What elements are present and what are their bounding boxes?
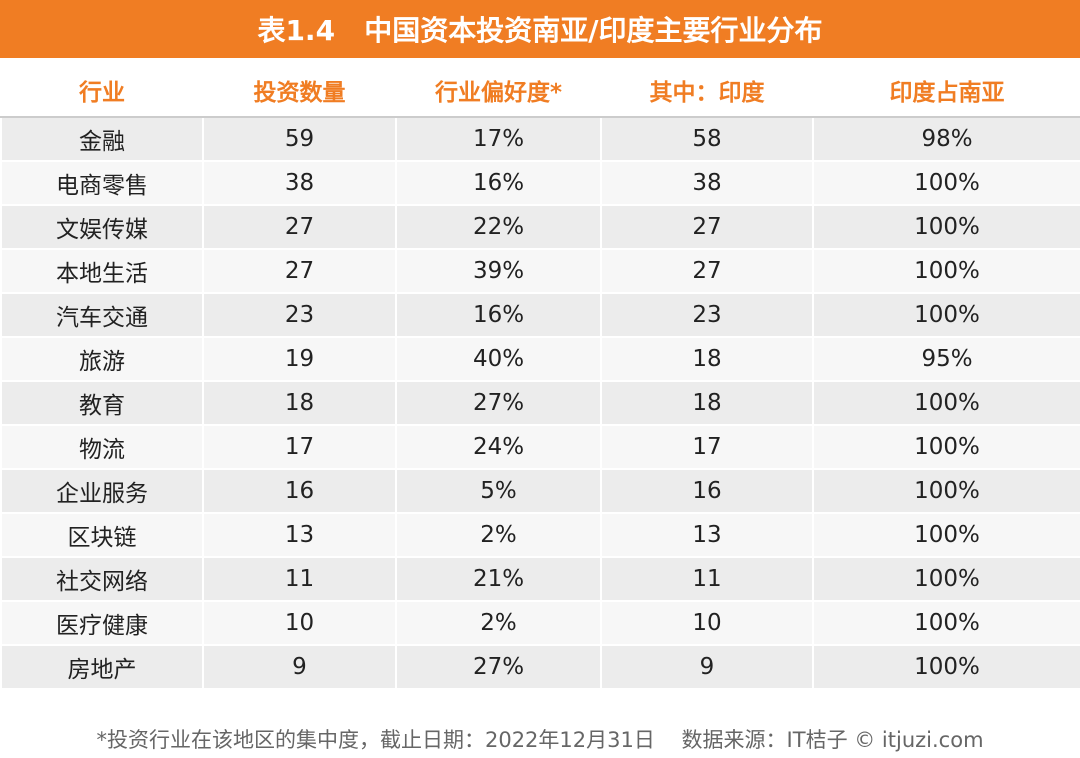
table-cell: 27 [600, 204, 814, 250]
header-row: 行业 投资数量 行业偏好度* 其中：印度 印度占南亚 [0, 62, 1080, 118]
table-cell: 17 [600, 424, 814, 470]
table-cell: 40% [395, 336, 602, 382]
table-cell: 22% [395, 204, 602, 250]
table-cell: 文娱传媒 [0, 204, 204, 250]
table-cell: 旅游 [0, 336, 204, 382]
table-cell: 100% [812, 512, 1080, 558]
table-cell: 27% [395, 644, 602, 690]
table-row: 物流 17 24% 17 100% [0, 424, 1080, 470]
table-cell: 100% [812, 600, 1080, 646]
table-cell: 58 [600, 116, 814, 162]
table-cell: 2% [395, 600, 602, 646]
table-cell: 区块链 [0, 512, 204, 558]
table-cell: 27 [600, 248, 814, 294]
table-cell: 11 [202, 556, 397, 602]
column-header: 行业 [0, 62, 204, 118]
table-cell: 100% [812, 556, 1080, 602]
table-cell: 27% [395, 380, 602, 426]
table-cell: 2% [395, 512, 602, 558]
table-cell: 27 [202, 248, 397, 294]
table-cell: 100% [812, 380, 1080, 426]
table-cell: 17% [395, 116, 602, 162]
table-row: 医疗健康 10 2% 10 100% [0, 600, 1080, 646]
table-cell: 16 [202, 468, 397, 514]
table-cell: 16% [395, 292, 602, 338]
table-cell: 100% [812, 644, 1080, 690]
table-cell: 房地产 [0, 644, 204, 690]
table-cell: 98% [812, 116, 1080, 162]
table-cell: 38 [202, 160, 397, 206]
table-cell: 本地生活 [0, 248, 204, 294]
table-cell: 39% [395, 248, 602, 294]
table-cell: 21% [395, 556, 602, 602]
table-cell: 教育 [0, 380, 204, 426]
table-cell: 100% [812, 468, 1080, 514]
table-cell: 23 [202, 292, 397, 338]
table-cell: 社交网络 [0, 556, 204, 602]
table-cell: 100% [812, 160, 1080, 206]
table-row: 本地生活 27 39% 27 100% [0, 248, 1080, 294]
table-cell: 汽车交通 [0, 292, 204, 338]
table-cell: 18 [600, 380, 814, 426]
table-title: 表1.4 中国资本投资南亚/印度主要行业分布 [0, 0, 1080, 62]
table-cell: 电商零售 [0, 160, 204, 206]
column-header: 其中：印度 [600, 62, 814, 118]
column-header: 投资数量 [202, 62, 397, 118]
table-cell: 59 [202, 116, 397, 162]
table-cell: 27 [202, 204, 397, 250]
table-cell: 13 [202, 512, 397, 558]
table-cell: 18 [202, 380, 397, 426]
table-row: 汽车交通 23 16% 23 100% [0, 292, 1080, 338]
table-row: 企业服务 16 5% 16 100% [0, 468, 1080, 514]
table-cell: 19 [202, 336, 397, 382]
table-cell: 38 [600, 160, 814, 206]
table-row: 区块链 13 2% 13 100% [0, 512, 1080, 558]
table-cell: 16% [395, 160, 602, 206]
table-row: 电商零售 38 16% 38 100% [0, 160, 1080, 206]
table-cell: 100% [812, 424, 1080, 470]
column-header: 行业偏好度* [395, 62, 602, 118]
table-cell: 物流 [0, 424, 204, 470]
table-row: 文娱传媒 27 22% 27 100% [0, 204, 1080, 250]
footnote: *投资行业在该地区的集中度，截止日期：2022年12月31日 数据来源：IT桔子… [96, 728, 984, 752]
table-row: 旅游 19 40% 18 95% [0, 336, 1080, 382]
table-row: 教育 18 27% 18 100% [0, 380, 1080, 426]
table-cell: 9 [600, 644, 814, 690]
data-table: 行业 投资数量 行业偏好度* 其中：印度 印度占南亚 金融 59 17% 58 98% 电商零售 3… [0, 62, 1080, 690]
table-cell: 9 [202, 644, 397, 690]
table-cell: 医疗健康 [0, 600, 204, 646]
table-cell: 18 [600, 336, 814, 382]
table-cell: 10 [202, 600, 397, 646]
column-header: 印度占南亚 [812, 62, 1080, 118]
table-row: 社交网络 11 21% 11 100% [0, 556, 1080, 602]
table-cell: 13 [600, 512, 814, 558]
table-cell: 100% [812, 292, 1080, 338]
table-row: 房地产 9 27% 9 100% [0, 644, 1080, 690]
table-cell: 企业服务 [0, 468, 204, 514]
table-row: 金融 59 17% 58 98% [0, 116, 1080, 162]
table-cell: 95% [812, 336, 1080, 382]
table-cell: 10 [600, 600, 814, 646]
table-cell: 5% [395, 468, 602, 514]
table-cell: 11 [600, 556, 814, 602]
table-cell: 金融 [0, 116, 204, 162]
table-cell: 17 [202, 424, 397, 470]
table-cell: 24% [395, 424, 602, 470]
table-cell: 23 [600, 292, 814, 338]
table-cell: 100% [812, 204, 1080, 250]
table-cell: 100% [812, 248, 1080, 294]
table-cell: 16 [600, 468, 814, 514]
